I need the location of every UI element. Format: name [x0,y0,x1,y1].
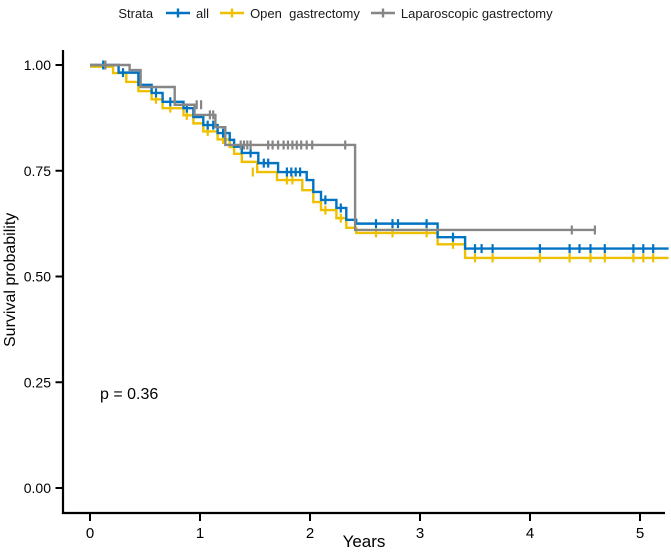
legend-key-line-icon-all [166,8,191,18]
y-tick-label: 0.50 [24,269,51,285]
series-line-all [90,63,669,250]
x-tick-label: 2 [306,525,314,542]
legend-item-open-gastrectomy: Open gastrectomy [219,6,360,21]
y-tick-label: 1.00 [24,57,51,73]
x-tick-label: 3 [416,525,424,542]
legend: Strata all Open gastrectomy Laparoscopic g… [0,1,671,25]
y-tick-label: 0.00 [24,480,51,496]
series-line-laparoscopic-gastrectomy [90,63,595,232]
y-axis-title: Survival probability [2,212,19,348]
p-value-annotation: p = 0.36 [100,386,159,403]
legend-item-label: all [196,5,210,21]
x-tick-label: 4 [526,525,534,542]
legend-item-label: Laparoscopic gastrectomy [400,5,553,21]
y-tick-label: 0.75 [24,163,51,179]
legend-key-line-icon-laparoscopic-gastrectomy [370,8,395,18]
x-axis-title: Years [342,532,386,551]
legend-item-laparoscopic-gastrectomy: Laparoscopic gastrectomy [370,6,553,21]
y-tick-label: 0.25 [24,374,51,390]
series-censor-marks-laparoscopic-gastrectomy [104,60,596,235]
series-censor-marks-open-gastrectomy [154,94,655,263]
legend-items: all Open gastrectomy Laparoscopic gastrect… [165,6,553,21]
x-tick-label: 0 [86,525,94,542]
legend-title: Strata [118,5,154,21]
x-tick-label: 1 [196,525,204,542]
legend-item-all: all [165,6,209,21]
legend-item-label: Open gastrectomy [250,5,360,21]
x-tick-label: 5 [636,525,644,542]
series-line-open-gastrectomy [90,65,669,260]
legend-key-line-icon-open-gastrectomy [220,8,245,18]
